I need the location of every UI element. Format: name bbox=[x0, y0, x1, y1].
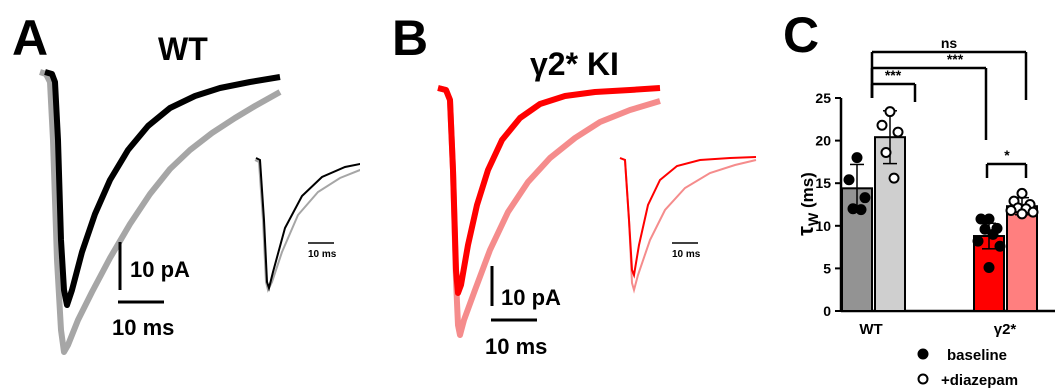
data-point-1-1-5 bbox=[1005, 204, 1017, 216]
data-point-1-0-4 bbox=[888, 172, 900, 184]
wt-scale-current-label: 10 pA bbox=[130, 257, 190, 282]
data-point-0-1-6 bbox=[994, 240, 1006, 252]
bar-diazepam-0 bbox=[874, 136, 906, 312]
data-point-1-1-7 bbox=[1016, 208, 1028, 220]
wt-diazepam-trace bbox=[39, 69, 282, 355]
data-point-0-1-7 bbox=[983, 262, 995, 274]
y-tick-label-0: 0 bbox=[823, 303, 831, 319]
data-point-0-1-1 bbox=[975, 213, 987, 225]
significance-label-3: * bbox=[1004, 147, 1010, 163]
data-point-0-1-5 bbox=[972, 235, 984, 247]
ki-inset-scale-label: 10 ms bbox=[672, 249, 701, 260]
panel-a-title: WT bbox=[158, 31, 208, 67]
data-point-1-0-0 bbox=[884, 106, 896, 118]
panel-b: B γ2* KI 10 pA 10 ms 10 ms bbox=[380, 0, 775, 388]
ki-scale-current-label: 10 pA bbox=[501, 285, 561, 310]
y-axis-label: τW (ms) bbox=[793, 172, 821, 236]
y-axis-label-unit: (ms) bbox=[798, 172, 817, 213]
y-tick-label-1: 5 bbox=[823, 260, 831, 276]
bar-baseline-0 bbox=[841, 187, 873, 312]
legend-marker-baseline bbox=[917, 348, 929, 360]
y-tick-label-4: 20 bbox=[815, 133, 831, 149]
wt-inset-baseline-trace bbox=[255, 157, 360, 292]
data-point-1-1-0 bbox=[1016, 187, 1028, 199]
data-point-1-0-1 bbox=[876, 119, 888, 131]
legend-label-baseline: baseline bbox=[947, 347, 1007, 364]
legend-marker-diazepam bbox=[917, 373, 929, 385]
significance-label-2: *** bbox=[885, 67, 902, 83]
bars-layer bbox=[841, 106, 1039, 312]
panel-a-letter: A bbox=[12, 10, 48, 66]
y-axis-label-main: τ bbox=[793, 226, 818, 236]
panel-c: C τW (ms) WT γ2* baseline +diazepam 0 5 10… bbox=[775, 0, 1062, 388]
ki-inset-baseline-trace bbox=[619, 156, 757, 279]
legend: baseline +diazepam bbox=[917, 347, 1018, 388]
wt-scale-bar: 10 pA 10 ms bbox=[112, 242, 190, 340]
wt-inset-traces: 10 ms bbox=[254, 157, 360, 293]
panel-b-letter: B bbox=[392, 10, 428, 66]
data-point-0-0-4 bbox=[855, 204, 867, 216]
y-tick-label-2: 10 bbox=[815, 218, 831, 234]
ki-scale-bar: 10 pA 10 ms bbox=[485, 266, 561, 359]
panel-a: A WT 10 pA 10 ms 10 ms bbox=[0, 0, 360, 388]
ki-inset-traces: 10 ms bbox=[619, 156, 757, 294]
ki-inset-diazepam-trace bbox=[619, 157, 757, 294]
ki-scale-time-label: 10 ms bbox=[485, 334, 547, 359]
significance-layer: ns******* bbox=[870, 35, 1028, 178]
data-point-1-0-3 bbox=[880, 147, 892, 159]
y-tick-label-3: 15 bbox=[815, 175, 831, 191]
svg-text:τW (ms): τW (ms) bbox=[793, 172, 821, 236]
data-point-0-1-3 bbox=[979, 223, 991, 235]
wt-scale-time-label: 10 ms bbox=[112, 315, 174, 340]
data-point-0-0-1 bbox=[843, 174, 855, 186]
legend-label-diazepam: +diazepam bbox=[941, 372, 1018, 388]
panel-a-svg: A WT 10 pA 10 ms 10 ms bbox=[12, 10, 360, 355]
bar-baseline-1 bbox=[973, 235, 1005, 312]
y-axis-ticks: 0 5 10 15 20 25 bbox=[815, 90, 841, 319]
ki-baseline-trace bbox=[437, 85, 661, 296]
wt-baseline-trace bbox=[44, 69, 281, 308]
bar-chart: C τW (ms) WT γ2* baseline +diazepam 0 5 10… bbox=[783, 7, 1055, 388]
significance-label-1: *** bbox=[947, 51, 964, 67]
panel-b-title: γ2* KI bbox=[530, 46, 619, 82]
significance-label-0: ns bbox=[941, 35, 958, 51]
wt-inset-diazepam-trace bbox=[254, 159, 360, 293]
panel-c-letter: C bbox=[783, 7, 819, 63]
category-label-ki: γ2* bbox=[994, 321, 1017, 338]
y-axis-label-sub: W bbox=[805, 212, 821, 226]
category-label-wt: WT bbox=[859, 321, 882, 338]
data-point-0-0-0 bbox=[851, 152, 863, 164]
data-point-0-0-2 bbox=[859, 192, 871, 204]
panel-b-svg: B γ2* KI 10 pA 10 ms 10 ms bbox=[392, 10, 757, 359]
bar-diazepam-1 bbox=[1006, 205, 1038, 312]
wt-inset-scale-label: 10 ms bbox=[308, 249, 337, 260]
y-tick-label-5: 25 bbox=[815, 90, 831, 106]
data-point-1-1-6 bbox=[1027, 206, 1039, 218]
data-point-0-1-4 bbox=[987, 228, 999, 240]
data-point-1-0-2 bbox=[892, 126, 904, 138]
